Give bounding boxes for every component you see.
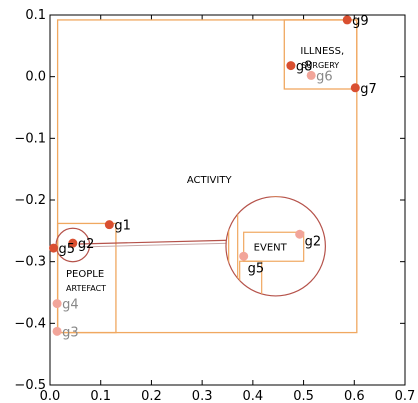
region-label: ARTEFACT bbox=[66, 284, 106, 293]
zoom-point bbox=[295, 229, 305, 239]
zoom-region-box bbox=[243, 231, 305, 262]
region-label: SURGERY bbox=[301, 61, 339, 70]
x-tick-label: 0.0 bbox=[40, 389, 61, 403]
zoom-point-label: g2 bbox=[305, 234, 322, 249]
zoom-point-label: g5 bbox=[248, 261, 265, 276]
point-label: g6 bbox=[316, 69, 333, 84]
y-tick-label: −0.1 bbox=[14, 131, 46, 146]
point-label: g3 bbox=[62, 325, 79, 340]
region-label: ACTIVITY bbox=[187, 175, 233, 186]
region-box bbox=[56, 19, 358, 334]
x-tick-label: 0.5 bbox=[293, 389, 314, 403]
y-tick-label: −0.5 bbox=[14, 378, 46, 393]
y-tick-label: 0.0 bbox=[25, 70, 46, 85]
x-tick-label: 0.4 bbox=[243, 389, 264, 403]
zoom-connector bbox=[78, 239, 229, 245]
regions: ACTIVITY ILLNESS, SURGERY PEOPLE ARTEFACT bbox=[56, 19, 358, 334]
y-tick-label: −0.3 bbox=[14, 255, 46, 270]
data-point bbox=[306, 70, 316, 80]
region-box bbox=[283, 19, 358, 90]
x-tick-label: 0.2 bbox=[141, 389, 162, 403]
plot-frame bbox=[49, 14, 406, 386]
x-tick-label: 0.1 bbox=[90, 389, 111, 403]
point-label: g4 bbox=[62, 298, 79, 313]
region-label: ILLNESS, bbox=[300, 46, 344, 57]
x-tick-label: 0.6 bbox=[344, 389, 365, 403]
point-label: g8 bbox=[296, 60, 313, 75]
region-box bbox=[56, 222, 117, 334]
data-point bbox=[286, 61, 296, 71]
y-tick-label: −0.4 bbox=[14, 316, 46, 331]
data-point bbox=[49, 243, 59, 253]
y-tick-label: −0.2 bbox=[14, 193, 46, 208]
point-label: g7 bbox=[360, 82, 377, 97]
point-label: g5 bbox=[59, 242, 76, 257]
point-label: g9 bbox=[352, 14, 369, 29]
data-point bbox=[52, 326, 62, 336]
data-point bbox=[350, 83, 360, 93]
data-point bbox=[68, 238, 78, 248]
x-tick-label: 0.3 bbox=[192, 389, 213, 403]
zoom-inset: EVENT bbox=[55, 195, 326, 297]
region-label: PEOPLE bbox=[66, 269, 104, 280]
point-label: g1 bbox=[114, 219, 131, 234]
axes: 0.0 0.1 0.2 0.3 0.4 0.5 0.6 0.7 0.1 0.0 −0.1 −0.2 −0… bbox=[14, 8, 415, 403]
data-point bbox=[104, 220, 114, 230]
zoom-region-label: EVENT bbox=[254, 242, 288, 253]
data-point bbox=[342, 15, 352, 25]
zoom-connector bbox=[78, 242, 229, 248]
data-point bbox=[52, 299, 62, 309]
point-label: g2 bbox=[78, 237, 95, 252]
x-tick-label: 0.7 bbox=[395, 389, 416, 403]
zoom-point bbox=[239, 251, 249, 261]
y-tick-label: 0.1 bbox=[25, 8, 46, 23]
